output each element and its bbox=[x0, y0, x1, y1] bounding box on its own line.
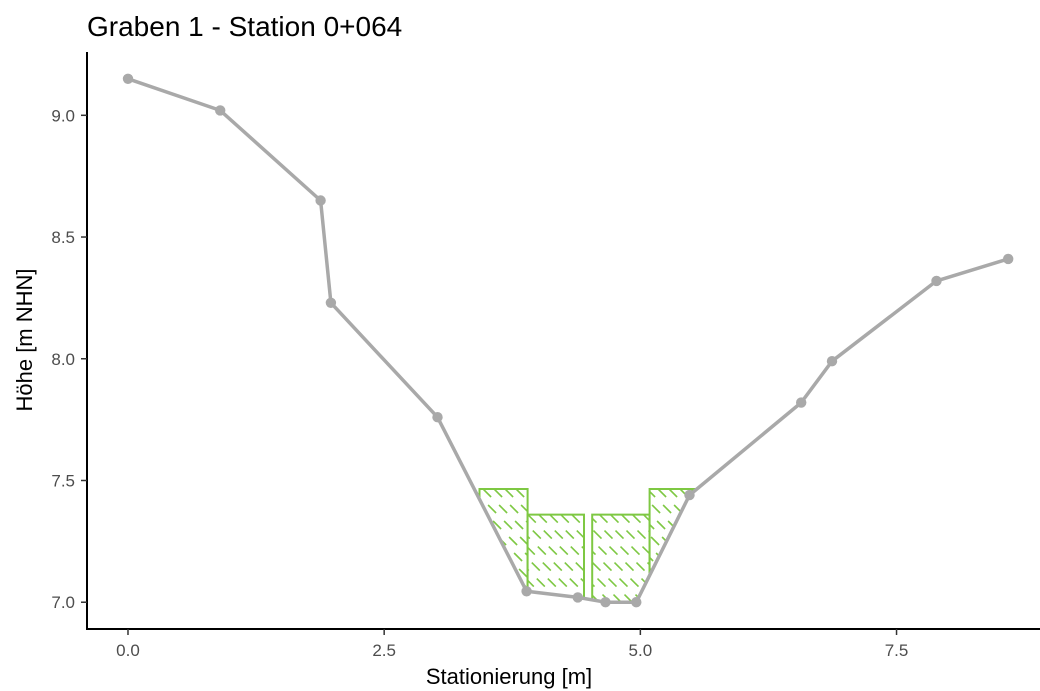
profile-point-13 bbox=[931, 275, 942, 287]
profile-point-11 bbox=[796, 397, 807, 408]
x-tick-label: 5.0 bbox=[629, 641, 653, 660]
profile-point-1 bbox=[122, 73, 134, 85]
y-tick-label: 7.0 bbox=[51, 593, 75, 612]
x-tick-label: 7.5 bbox=[885, 641, 909, 660]
profile-point-12 bbox=[826, 356, 838, 367]
profile-point-7 bbox=[572, 592, 583, 603]
chart-title: Graben 1 - Station 0+064 bbox=[87, 11, 402, 42]
y-axis-label: Höhe [m NHN] bbox=[12, 268, 37, 411]
x-axis-ticks: 0.0 2.5 5.0 7.5 bbox=[116, 629, 908, 660]
profile-point-5 bbox=[432, 412, 443, 423]
profile-point-8 bbox=[600, 597, 611, 608]
y-tick-label: 8.5 bbox=[51, 228, 75, 247]
x-axis-label: Stationierung [m] bbox=[426, 664, 592, 689]
profile-point-6 bbox=[521, 586, 532, 597]
profile-point-3 bbox=[315, 195, 326, 206]
profile-point-14 bbox=[1003, 253, 1014, 265]
profile-point-9 bbox=[631, 597, 642, 608]
profile-layer bbox=[122, 73, 1014, 608]
profile-point-10 bbox=[684, 489, 695, 501]
profile-point-2 bbox=[215, 105, 226, 116]
y-tick-label: 9.0 bbox=[51, 106, 75, 125]
y-tick-label: 7.5 bbox=[51, 471, 75, 490]
profile-line bbox=[127, 77, 1009, 604]
x-tick-label: 0.0 bbox=[116, 641, 140, 660]
y-axis-ticks: 7.0 7.5 8.0 8.5 9.0 bbox=[51, 106, 87, 612]
x-tick-label: 2.5 bbox=[372, 641, 396, 660]
y-tick-label: 8.0 bbox=[51, 350, 75, 369]
profile-point-4 bbox=[325, 297, 337, 308]
